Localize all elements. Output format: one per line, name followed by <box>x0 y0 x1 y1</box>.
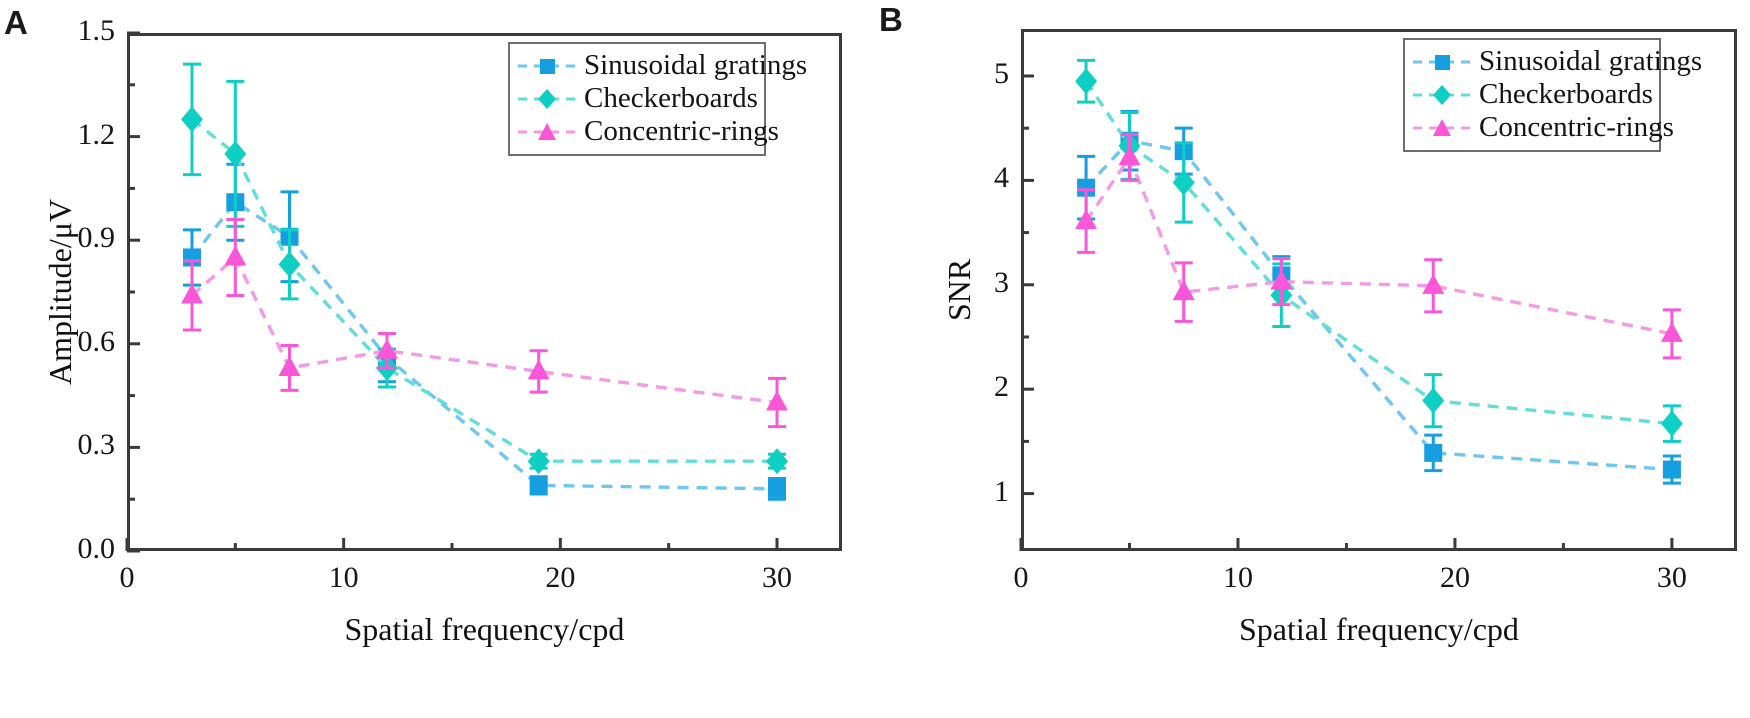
triangle-data-point <box>1172 280 1195 301</box>
legend-item-checkerboards: Checkerboards <box>518 82 758 115</box>
panel-a-legend: Sinusoidal gratings Checkerboards <box>508 42 807 156</box>
y-tick-label: 0.9 <box>77 221 116 255</box>
triangle-data-point <box>278 355 301 376</box>
y-tick-label: 0.3 <box>77 428 116 462</box>
legend-label-concentric: Concentric-rings <box>1479 111 1674 143</box>
diamond-data-point <box>1075 68 1098 95</box>
x-tick-label: 10 <box>328 561 359 594</box>
y-tick-label: 4 <box>994 161 1009 195</box>
diamond-data-point <box>1422 387 1445 414</box>
square-data-point <box>529 476 548 495</box>
diamond-data-point <box>527 448 550 475</box>
panel-a-plot-canvas <box>125 31 788 553</box>
panel-b-plot-canvas <box>1019 58 1683 551</box>
x-tick-label: 0 <box>1013 561 1029 594</box>
triangle-data-point <box>376 338 398 359</box>
x-tick-label: 20 <box>545 561 576 594</box>
y-tick-label: 5 <box>994 56 1009 90</box>
y-tick-label: 1.2 <box>77 117 116 151</box>
triangle-data-point <box>1118 145 1141 166</box>
x-tick-label: 0 <box>119 561 135 594</box>
triangle-data-point <box>1270 269 1293 290</box>
y-tick-label: 3 <box>994 265 1009 299</box>
diamond-data-point <box>766 448 788 475</box>
legend-item-checkerboards: Checkerboards <box>1413 78 1653 111</box>
y-tick-label: 1.5 <box>77 14 116 47</box>
triangle-marker <box>1413 115 1471 141</box>
y-tick-label: 2 <box>994 370 1009 404</box>
triangle-data-point <box>181 283 203 304</box>
x-tick-label: 30 <box>762 561 792 594</box>
diamond-data-point <box>181 106 203 133</box>
square-data-point <box>1424 443 1443 462</box>
panel-a-letter: A <box>4 4 28 41</box>
panel-b-legend: Sinusoidal gratings Checkerboards <box>1403 38 1702 152</box>
panel-b-x-axis-title: Spatial frequency/cpd <box>1239 611 1519 647</box>
diamond-marker <box>518 86 576 112</box>
legend-item-sinusoidal: Sinusoidal gratings <box>1413 45 1702 78</box>
triangle-data-point <box>1660 321 1683 342</box>
square-data-point <box>1077 178 1096 197</box>
square-marker <box>1413 49 1471 75</box>
y-tick-label: 0.6 <box>77 324 116 358</box>
triangle-data-point <box>1075 209 1098 230</box>
y-tick-label: 0.0 <box>77 532 116 565</box>
legend-label-checkerboards: Checkerboards <box>584 82 758 114</box>
diamond-data-point <box>224 140 247 167</box>
triangle-data-point <box>766 390 788 411</box>
diamond-data-point <box>1660 410 1683 437</box>
y-tick-label: 1 <box>994 474 1009 508</box>
square-data-point <box>1662 460 1681 479</box>
triangle-data-point <box>527 359 550 380</box>
legend-label-sinusoidal: Sinusoidal gratings <box>584 49 808 81</box>
triangle-data-point <box>224 245 247 266</box>
panel-b-letter: B <box>879 1 903 38</box>
panel-a-x-axis-title: Spatial frequency/cpd <box>344 611 625 647</box>
triangle-data-point <box>1422 273 1445 294</box>
panel-b: B SNR Spatial frequency/cpd Sinusoidal g… <box>875 0 1750 718</box>
legend-item-sinusoidal: Sinusoidal gratings <box>518 49 807 82</box>
x-tick-label: 20 <box>1439 561 1470 594</box>
legend-item-concentric: Concentric-rings <box>1413 111 1674 144</box>
x-tick-label: 10 <box>1222 561 1253 594</box>
triangle-marker <box>518 119 576 145</box>
diamond-data-point <box>278 251 301 278</box>
legend-label-concentric: Concentric-rings <box>584 115 779 147</box>
diamond-marker <box>1413 82 1471 108</box>
panel-a: A Amplitude/μV Spatial frequency/cpd Sin… <box>4 4 842 647</box>
square-marker <box>518 53 576 79</box>
square-data-point <box>768 479 786 498</box>
legend-item-concentric: Concentric-rings <box>518 115 779 148</box>
legend-label-checkerboards: Checkerboards <box>1479 78 1653 110</box>
x-tick-label: 30 <box>1656 561 1687 594</box>
legend-label-sinusoidal: Sinusoidal gratings <box>1479 45 1703 77</box>
diamond-data-point <box>1172 169 1195 196</box>
